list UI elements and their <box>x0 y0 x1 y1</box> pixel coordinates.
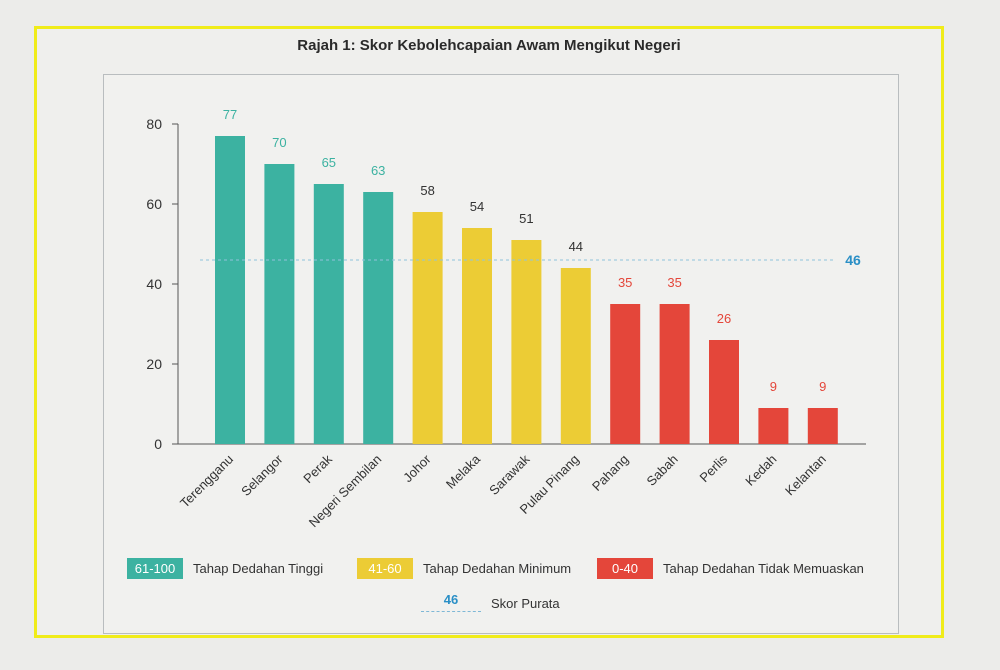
x-tick-label: Pahang <box>589 452 631 494</box>
average-value-label: 46 <box>845 252 861 268</box>
bar <box>363 192 394 444</box>
bar-value-label: 77 <box>223 107 237 122</box>
bar <box>412 212 443 444</box>
bar <box>758 408 789 444</box>
x-tick-label: Kedah <box>742 452 779 489</box>
bar <box>807 408 838 444</box>
y-tick-label: 80 <box>146 116 162 132</box>
bar <box>215 136 245 444</box>
bar <box>709 340 739 444</box>
bar <box>264 164 295 444</box>
x-tick-label: Kelantan <box>782 452 829 499</box>
bar-value-label: 9 <box>770 379 777 394</box>
bar <box>511 240 542 444</box>
bar-value-label: 70 <box>272 135 286 150</box>
bar-value-label: 44 <box>569 239 583 254</box>
bar-value-label: 54 <box>470 199 484 214</box>
bar-value-label: 65 <box>322 155 336 170</box>
legend-label-low: Tahap Dedahan Tidak Memuaskan <box>663 561 864 576</box>
x-tick-label: Selangor <box>238 451 286 499</box>
bar <box>659 304 690 444</box>
legend-item-mid: 41-60 Tahap Dedahan Minimum <box>357 558 571 579</box>
legend-label-high: Tahap Dedahan Tinggi <box>193 561 324 576</box>
legend-label-mid: Tahap Dedahan Minimum <box>423 561 572 576</box>
bar <box>462 228 492 444</box>
bar <box>610 304 641 444</box>
bar-value-label: 35 <box>618 275 632 290</box>
legend-swatch-low: 0-40 <box>597 558 653 579</box>
x-tick-label: Melaka <box>443 451 484 492</box>
bar <box>313 184 344 444</box>
bar-value-label: 51 <box>519 211 533 226</box>
y-tick-label: 60 <box>146 196 162 212</box>
bar-value-label: 63 <box>371 163 385 178</box>
legend-swatch-high: 61-100 <box>127 558 183 579</box>
legend-item-high: 61-100 Tahap Dedahan Tinggi <box>127 558 323 579</box>
x-tick-label: Sarawak <box>486 451 533 498</box>
y-tick-label: 20 <box>146 356 162 372</box>
y-tick-label: 0 <box>154 436 162 452</box>
x-tick-label: Johor <box>400 451 434 485</box>
x-tick-label: Sabah <box>644 452 681 489</box>
legend-average-value: 46 <box>443 592 459 607</box>
legend-average-label: Skor Purata <box>491 596 560 611</box>
legend-swatch-mid: 41-60 <box>357 558 413 579</box>
bar <box>560 268 591 444</box>
legend-average-line <box>421 611 481 612</box>
bar-value-label: 35 <box>667 275 681 290</box>
bar-value-label: 9 <box>819 379 826 394</box>
legend-average-marker: 46 <box>421 592 481 616</box>
legend-item-low: 0-40 Tahap Dedahan Tidak Memuaskan <box>597 558 864 579</box>
bar-value-label: 26 <box>717 311 731 326</box>
y-tick-label: 40 <box>146 276 162 292</box>
x-tick-label: Terengganu <box>177 452 236 511</box>
x-tick-label: Perlis <box>697 451 731 485</box>
x-tick-label: Perak <box>300 451 335 486</box>
bar-value-label: 58 <box>420 183 434 198</box>
chart-title: Rajah 1: Skor Kebolehcapaian Awam Mengik… <box>297 37 681 54</box>
